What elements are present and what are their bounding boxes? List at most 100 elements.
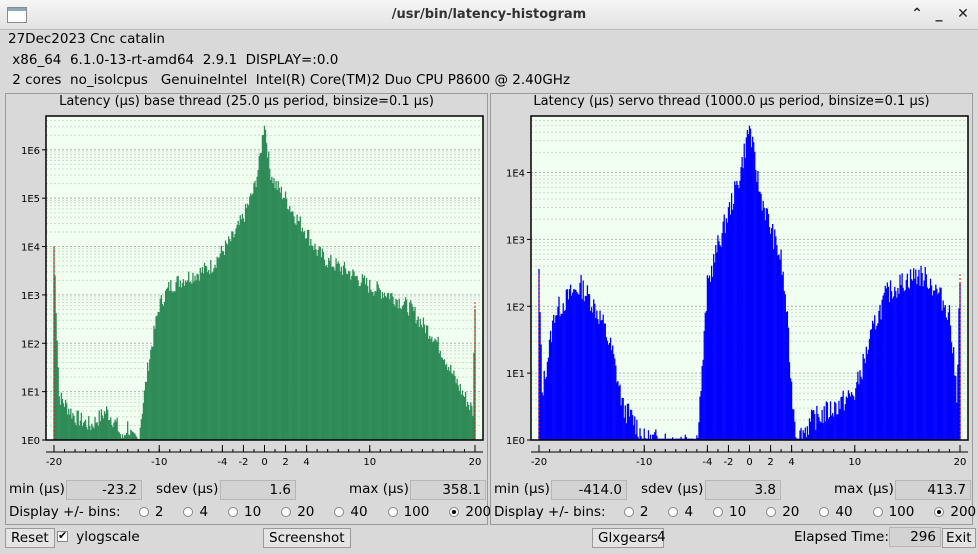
info-line-cpu: 2 cores no_isolcpus GenuineIntel Intel(R… bbox=[8, 72, 571, 88]
minimize-button[interactable]: _ bbox=[935, 6, 943, 22]
ylogscale-toggle[interactable]: ylogscale bbox=[57, 529, 140, 545]
app-window-icon bbox=[7, 7, 27, 23]
servo-ytick-label: 1E1 bbox=[506, 369, 525, 380]
radio-icon[interactable] bbox=[766, 507, 777, 517]
info-line-date: 27Dec2023 Cnc catalin bbox=[8, 31, 165, 47]
base-ytick-label: 1E0 bbox=[21, 436, 40, 447]
base-bins-options: 2 4 10 20 40 100 200 bbox=[138, 504, 511, 520]
servo-bins-options: 2 4 10 20 40 100 200 bbox=[623, 504, 978, 520]
base-ytick-label: 1E6 bbox=[21, 146, 40, 157]
window-titlebar[interactable]: /usr/bin/latency-histogram ⌃ _ ✕ bbox=[0, 0, 978, 30]
radio-icon[interactable] bbox=[449, 507, 460, 517]
base-xtick-label: -2 bbox=[238, 457, 248, 468]
radio-icon[interactable] bbox=[334, 507, 345, 517]
servo-ytick-label: 1E2 bbox=[506, 302, 525, 313]
servo-thread-panel: Latency (µs) servo thread (1000.0 µs per… bbox=[490, 93, 976, 525]
base-xtick-label: -10 bbox=[151, 457, 167, 468]
radio-icon[interactable] bbox=[872, 507, 883, 517]
base-bins-option-100[interactable]: 100 bbox=[387, 504, 430, 520]
servo-xtick-label: 0 bbox=[746, 457, 752, 468]
servo-bins-option-40[interactable]: 40 bbox=[819, 504, 853, 520]
base-bins-option-label: 10 bbox=[244, 504, 262, 520]
servo-bins-label: Display +/- bins: bbox=[494, 504, 606, 520]
window-title: /usr/bin/latency-histogram bbox=[391, 7, 587, 22]
radio-icon[interactable] bbox=[281, 507, 292, 517]
radio-icon[interactable] bbox=[138, 507, 149, 517]
glxgears-button[interactable]: Glxgears bbox=[592, 528, 664, 548]
radio-icon[interactable] bbox=[387, 507, 398, 517]
servo-bins-option-label: 20 bbox=[782, 504, 800, 520]
base-sdev-value: 1.6 bbox=[220, 480, 296, 500]
base-xtick-label: 4 bbox=[303, 457, 309, 468]
servo-ytick-label: 1E4 bbox=[506, 169, 525, 180]
base-xtick-label: 0 bbox=[261, 457, 267, 468]
radio-icon[interactable] bbox=[819, 507, 830, 517]
base-ytick-label: 1E3 bbox=[21, 291, 40, 302]
servo-ytick-label: 1E3 bbox=[506, 235, 525, 246]
radio-icon[interactable] bbox=[668, 507, 679, 517]
radio-icon[interactable] bbox=[623, 507, 634, 517]
base-bins-option-200[interactable]: 200 bbox=[449, 504, 491, 520]
servo-bins-option-label: 100 bbox=[888, 504, 915, 520]
base-ytick-label: 1E5 bbox=[21, 194, 40, 205]
base-xtick-label: -20 bbox=[46, 457, 62, 468]
servo-bins-option-200[interactable]: 200 bbox=[934, 504, 976, 520]
base-chart-title: Latency (µs) base thread (25.0 µs period… bbox=[59, 94, 434, 109]
base-bins-option-label: 100 bbox=[403, 504, 430, 520]
base-bins-option-label: 40 bbox=[350, 504, 368, 520]
servo-sdev-label: sdev (µs) bbox=[641, 481, 704, 497]
servo-bins-option-100[interactable]: 100 bbox=[872, 504, 915, 520]
base-bins-option-label: 20 bbox=[297, 504, 315, 520]
base-max-label: max (µs) bbox=[349, 481, 409, 497]
base-xtick-label: 10 bbox=[363, 457, 376, 468]
servo-bins-option-label: 4 bbox=[684, 504, 694, 520]
servo-chart-title: Latency (µs) servo thread (1000.0 µs per… bbox=[533, 94, 930, 109]
base-xtick-label: 2 bbox=[282, 457, 288, 468]
base-bins-option-10[interactable]: 10 bbox=[228, 504, 261, 520]
servo-bins-option-4[interactable]: 4 bbox=[668, 504, 693, 520]
servo-max-label: max (µs) bbox=[834, 481, 894, 497]
maximize-button[interactable]: ⌃ bbox=[911, 6, 923, 22]
radio-icon[interactable] bbox=[183, 507, 194, 517]
servo-plot-frame bbox=[530, 115, 969, 441]
base-ytick-label: 1E2 bbox=[21, 339, 40, 350]
servo-xtick-label: 10 bbox=[848, 457, 861, 468]
base-bins-option-4[interactable]: 4 bbox=[183, 504, 208, 520]
base-bars bbox=[53, 125, 476, 440]
base-bins-option-40[interactable]: 40 bbox=[334, 504, 368, 520]
servo-xtick-label: -10 bbox=[636, 457, 652, 468]
servo-min-value: -414.0 bbox=[551, 480, 627, 500]
elapsed-time-label: Elapsed Time: bbox=[794, 529, 889, 545]
servo-max-value: 413.7 bbox=[895, 480, 971, 500]
base-thread-panel: Latency (µs) base thread (25.0 µs period… bbox=[5, 93, 491, 525]
ylogscale-checkbox[interactable] bbox=[57, 529, 68, 542]
servo-bars bbox=[538, 125, 961, 440]
base-sdev-label: sdev (µs) bbox=[156, 481, 219, 497]
base-bins-option-label: 2 bbox=[154, 504, 164, 520]
servo-bins-option-2[interactable]: 2 bbox=[623, 504, 648, 520]
radio-icon[interactable] bbox=[228, 507, 239, 517]
base-bins-option-2[interactable]: 2 bbox=[138, 504, 164, 520]
servo-bins-option-10[interactable]: 10 bbox=[713, 504, 746, 520]
servo-bins-option-20[interactable]: 20 bbox=[766, 504, 799, 520]
ylogscale-label: ylogscale bbox=[76, 529, 140, 545]
base-plot-frame bbox=[45, 115, 484, 441]
servo-sdev-value: 3.8 bbox=[705, 480, 781, 500]
base-bins-option-20[interactable]: 20 bbox=[281, 504, 314, 520]
reset-button[interactable]: Reset bbox=[5, 528, 55, 548]
close-button[interactable]: ✕ bbox=[957, 6, 969, 22]
servo-ytick-label: 1E0 bbox=[506, 436, 525, 447]
info-line-system: x86_64 6.1.0-13-rt-amd64 2.9.1 DISPLAY=:… bbox=[8, 52, 339, 68]
radio-icon[interactable] bbox=[713, 507, 724, 517]
elapsed-time-value: 296 bbox=[889, 527, 941, 547]
servo-bins-option-label: 10 bbox=[729, 504, 747, 520]
radio-icon[interactable] bbox=[934, 507, 945, 517]
screenshot-button[interactable]: Screenshot bbox=[263, 528, 351, 548]
base-bins-option-label: 200 bbox=[465, 504, 492, 520]
exit-button[interactable]: Exit bbox=[942, 528, 976, 548]
servo-xtick-label: -4 bbox=[702, 457, 712, 468]
base-xtick-label: -4 bbox=[217, 457, 227, 468]
base-min-value: -23.2 bbox=[66, 480, 142, 500]
base-min-label: min (µs) bbox=[9, 481, 65, 497]
